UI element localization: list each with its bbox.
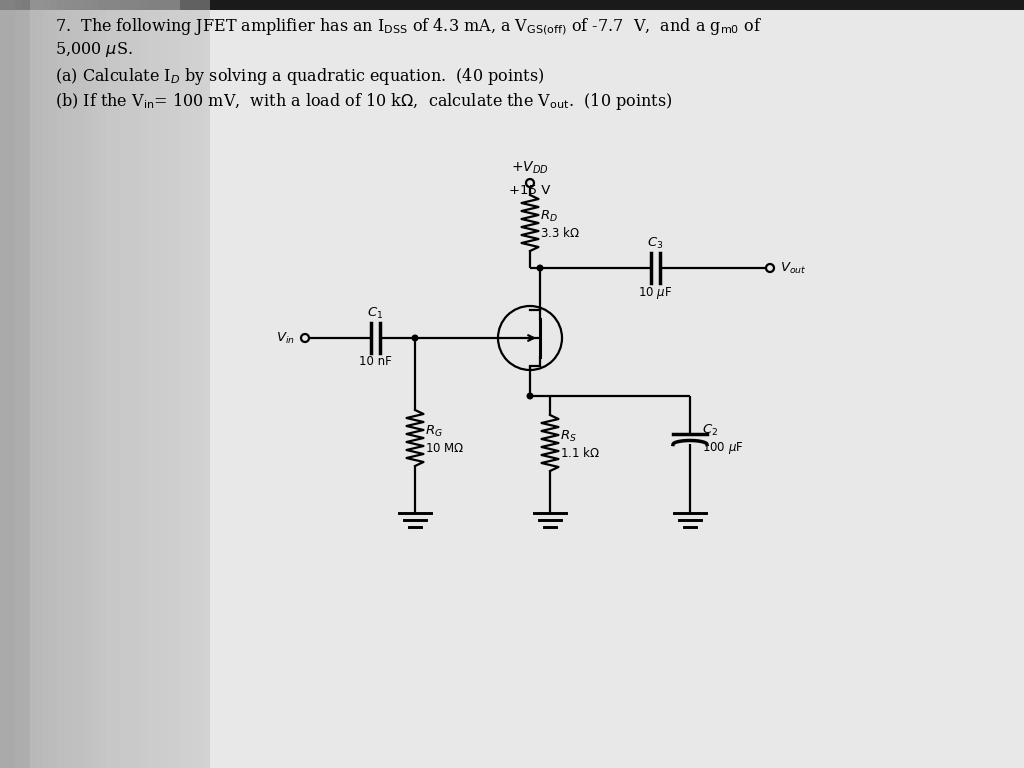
Bar	[0, 0, 134, 768]
Circle shape	[527, 393, 532, 399]
Text: $R_S$: $R_S$	[560, 429, 577, 444]
Bar	[0, 0, 155, 768]
Text: 3.3 k$\Omega$: 3.3 k$\Omega$	[540, 226, 580, 240]
Text: (b) If the V$_{\rm in}$= 100 mV,  with a load of 10 k$\Omega$,  calculate the V$: (b) If the V$_{\rm in}$= 100 mV, with a …	[55, 91, 672, 112]
Text: 1.1 k$\Omega$: 1.1 k$\Omega$	[560, 446, 600, 460]
Text: $R_G$: $R_G$	[425, 423, 443, 439]
Bar	[0, 0, 106, 768]
Bar	[0, 0, 50, 768]
Text: $+V_{DD}$: $+V_{DD}$	[511, 160, 549, 176]
Bar	[0, 0, 211, 768]
Bar	[0, 0, 15, 768]
Bar	[0, 0, 36, 768]
Text: $C_3$: $C_3$	[647, 236, 664, 251]
Bar	[0, 0, 197, 768]
Bar	[0, 0, 183, 768]
Bar	[0, 0, 176, 768]
Text: $C_1$: $C_1$	[367, 306, 383, 321]
Text: $V_{in}$: $V_{in}$	[276, 330, 295, 346]
Bar	[0, 0, 127, 768]
Text: $C_2$: $C_2$	[702, 422, 718, 438]
Bar	[0, 0, 99, 768]
Bar	[0, 0, 113, 768]
Bar	[0, 0, 78, 768]
Text: 10 nF: 10 nF	[358, 355, 391, 368]
Bar	[0, 0, 218, 768]
Text: 100 $\mu$F: 100 $\mu$F	[702, 440, 743, 456]
Bar	[30, 0, 180, 768]
Circle shape	[538, 265, 543, 271]
Bar	[0, 0, 169, 768]
Bar	[0, 0, 148, 768]
Bar	[0, 0, 162, 768]
Bar	[0, 0, 120, 768]
Text: 10 $\mu$F: 10 $\mu$F	[638, 285, 672, 301]
Bar	[0, 0, 71, 768]
Bar	[0, 0, 190, 768]
Bar	[0, 0, 63, 768]
Bar	[0, 0, 57, 768]
Text: (a) Calculate I$_D$ by solving a quadratic equation.  (40 points): (a) Calculate I$_D$ by solving a quadrat…	[55, 66, 545, 87]
Circle shape	[413, 335, 418, 341]
Bar	[0, 0, 92, 768]
Text: 10 M$\Omega$: 10 M$\Omega$	[425, 442, 465, 455]
Bar	[0, 0, 210, 768]
Bar	[0, 0, 1024, 10]
Bar	[0, 0, 85, 768]
Text: 5,000 $\mu$S.: 5,000 $\mu$S.	[55, 40, 133, 59]
Bar	[0, 0, 29, 768]
Bar	[0, 0, 204, 768]
Text: 7.  The following JFET amplifier has an I$_{\rm DSS}$ of 4.3 mA, a V$_{\rm GS(of: 7. The following JFET amplifier has an I…	[55, 16, 762, 37]
Bar	[0, 0, 141, 768]
Text: $V_{out}$: $V_{out}$	[780, 260, 807, 276]
Bar	[0, 0, 43, 768]
Bar	[0, 0, 22, 768]
Text: +15 V: +15 V	[509, 184, 551, 197]
Text: $R_D$: $R_D$	[540, 208, 558, 223]
